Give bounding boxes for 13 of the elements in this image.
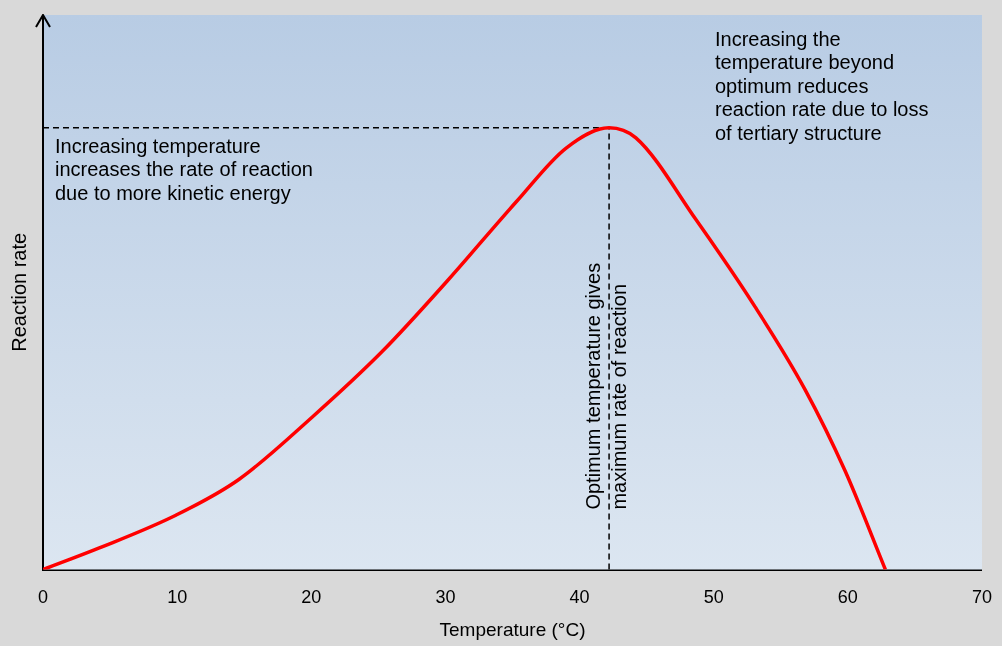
x-tick-label: 0 bbox=[37, 587, 49, 608]
annotation: Increasing temperature increases the rate of reaction due to more kinetic energy bbox=[55, 134, 313, 204]
x-tick-label: 20 bbox=[301, 587, 322, 608]
x-tick-label: 50 bbox=[703, 587, 724, 608]
x-tick-label: 60 bbox=[837, 587, 858, 608]
x-tick-label: 70 bbox=[971, 587, 992, 608]
x-tick-label: 10 bbox=[167, 587, 188, 608]
x-tick-label: 30 bbox=[435, 587, 456, 608]
annotation: Increasing the temperature beyond optimum reduces reaction rate due to loss of tertiary structure bbox=[715, 27, 929, 144]
x-tick-label: 40 bbox=[569, 587, 590, 608]
ref-line-label: Optimum temperature gives maximum rate of reaction bbox=[581, 262, 630, 510]
x-axis-title: Temperature (°C) bbox=[439, 618, 586, 640]
y-axis-title: Reaction rate bbox=[7, 232, 30, 352]
